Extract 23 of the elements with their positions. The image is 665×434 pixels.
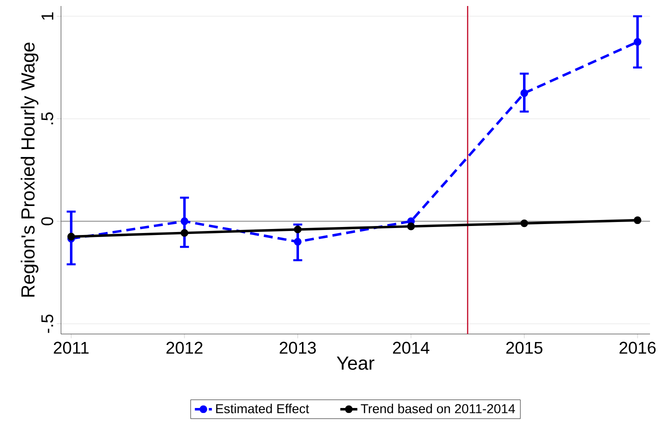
x-tick-label: 2013 — [280, 342, 316, 354]
x-tick-label: 2011 — [54, 342, 89, 354]
point — [634, 216, 642, 224]
x-axis-title: Year — [336, 356, 374, 370]
legend-label: Estimated Effect — [216, 404, 310, 414]
legend-label: Trend based on 2011-2014 — [360, 404, 515, 414]
y-tick-label: -.5 — [41, 314, 54, 333]
y-axis-title: Region's Proxied Hourly Wage — [20, 42, 38, 297]
point — [294, 238, 302, 246]
point — [294, 226, 302, 234]
y-tick-label: .5 — [41, 112, 54, 124]
x-tick-label: 2016 — [620, 342, 656, 354]
point — [634, 38, 642, 46]
point — [520, 219, 528, 228]
y-tick-label: 1 — [42, 12, 54, 20]
point — [520, 89, 528, 97]
point — [407, 222, 415, 230]
x-tick-label: 2015 — [506, 342, 542, 354]
point — [180, 217, 188, 226]
x-tick-label: 2012 — [166, 342, 202, 354]
x-tick-label: 2014 — [393, 342, 430, 354]
y-tick-label: 0 — [41, 217, 54, 226]
point — [180, 229, 188, 237]
